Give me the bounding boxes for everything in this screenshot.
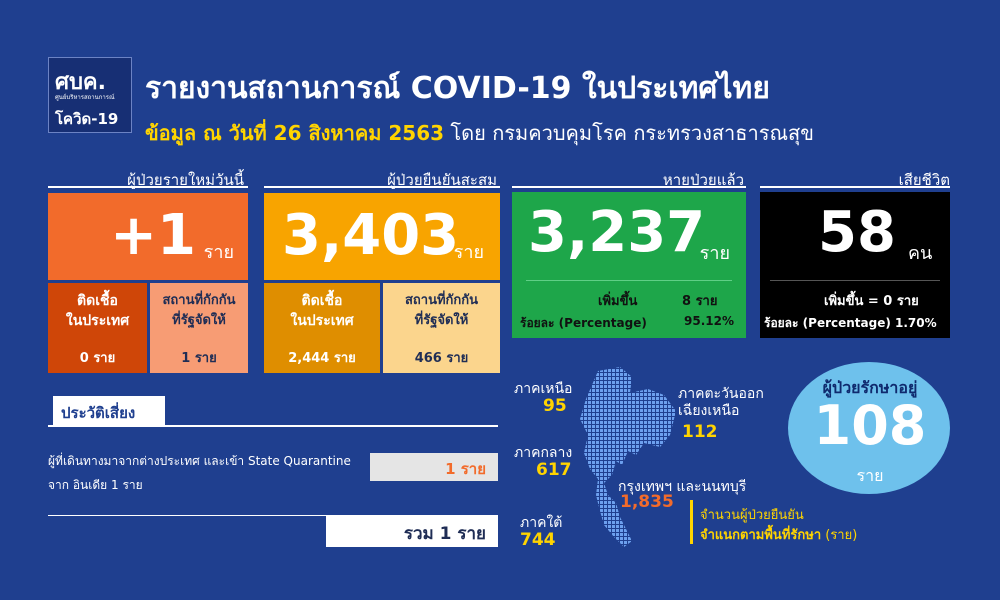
risk-total: รวม 1 ราย bbox=[326, 515, 498, 547]
note-unit: (ราย) bbox=[821, 528, 858, 543]
treatment-value: 108 bbox=[813, 394, 927, 457]
new-cases-value: +1 bbox=[110, 203, 196, 268]
divider bbox=[48, 425, 498, 427]
deaths-label: เสียชีวิต bbox=[898, 171, 950, 189]
logo-text: ศบค. bbox=[55, 70, 107, 95]
central-value: 617 bbox=[536, 460, 572, 480]
logo-bottom: โควิด-19 bbox=[55, 110, 119, 128]
note-line2: จำแนกตามพื้นที่รักษา bbox=[700, 528, 822, 543]
deaths-increase: เพิ่มขึ้น = 0 ราย bbox=[824, 294, 919, 309]
quarantine-value: 1 ราย bbox=[181, 351, 217, 366]
treatment-label: ผู้ป่วยรักษาอยู่ bbox=[822, 378, 918, 397]
south-value: 744 bbox=[520, 530, 556, 550]
risk-line1: ผู้ที่เดินทางมาจากต่างประเทศ และเข้า Sta… bbox=[48, 454, 351, 468]
cum-domestic-value: 2,444 ราย bbox=[288, 351, 356, 366]
bkk-value: 1,835 bbox=[620, 492, 674, 512]
divider bbox=[48, 186, 248, 188]
divider bbox=[770, 280, 940, 281]
deaths-value: 58 bbox=[818, 200, 896, 265]
south-label: ภาคใต้ bbox=[520, 515, 563, 531]
note-line2-wrap: จำแนกตามพื้นที่รักษา (ราย) bbox=[700, 524, 857, 545]
recovered-label: หายป่วยแล้ว bbox=[662, 171, 744, 189]
quarantine-title: สถานที่กักกัน ที่รัฐจัดให้ bbox=[162, 293, 236, 328]
new-cases-card: +1 ราย bbox=[48, 193, 248, 280]
north-label: ภาคเหนือ bbox=[514, 381, 573, 397]
cumulative-unit: ราย bbox=[453, 242, 484, 263]
new-cases-quarantine: สถานที่กักกัน ที่รัฐจัดให้ 1 ราย bbox=[150, 283, 248, 373]
cumulative-quarantine: สถานที่กักกัน ที่รัฐจัดให้ 466 ราย bbox=[383, 283, 500, 373]
new-cases-unit: ราย bbox=[203, 242, 234, 263]
domestic-value: 0 ราย bbox=[79, 351, 116, 366]
northeast-label: ภาคตะวันออก เฉียงเหนือ bbox=[678, 386, 764, 419]
risk-value: 1 ราย bbox=[370, 453, 498, 481]
cum-quarantine-title: สถานที่กักกัน ที่รัฐจัดให้ bbox=[404, 293, 479, 328]
risk-line2: จาก อินเดีย 1 ราย bbox=[48, 478, 143, 492]
northeast-value: 112 bbox=[682, 422, 718, 442]
logo: ศบค. ศูนย์บริหารสถานการณ์ โควิด-19 bbox=[48, 57, 132, 133]
recovered-increase-label: เพิ่มขึ้น bbox=[598, 294, 638, 309]
deaths-pct: ร้อยละ (Percentage) 1.70% bbox=[764, 316, 937, 330]
recovered-increase-value: 8 ราย bbox=[682, 294, 718, 309]
central-label: ภาคกลาง bbox=[514, 445, 573, 461]
page-subtitle: ข้อมูล ณ วันที่ 26 สิงหาคม 2563 โดย กรมค… bbox=[145, 117, 814, 149]
cumulative-value: 3,403 bbox=[282, 203, 460, 268]
new-cases-label: ผู้ป่วยรายใหม่วันนี้ bbox=[127, 171, 244, 189]
thailand-map bbox=[580, 367, 676, 547]
cum-domestic-title: ติดเชื้อ ในประเทศ bbox=[290, 293, 354, 329]
cumulative-label: ผู้ป่วยยืนยันสะสม bbox=[387, 171, 497, 189]
note-line1: จำนวนผู้ป่วยยืนยัน bbox=[700, 508, 804, 523]
north-value: 95 bbox=[543, 396, 567, 416]
cumulative-card: 3,403 ราย bbox=[264, 193, 500, 280]
recovered-pct-value: 95.12% bbox=[684, 314, 734, 328]
treatment-circle bbox=[788, 362, 950, 494]
divider bbox=[48, 515, 326, 516]
source-text: โดย กรมควบคุมโรค กระทรวงสาธารณสุข bbox=[444, 121, 814, 145]
map-shape bbox=[580, 367, 676, 547]
domestic-title: ติดเชื้อ ในประเทศ bbox=[65, 293, 130, 329]
bkk-label: กรุงเทพฯ และนนทบุรี bbox=[618, 479, 747, 495]
deaths-unit: คน bbox=[908, 243, 933, 264]
recovered-pct-label: ร้อยละ (Percentage) bbox=[520, 316, 647, 330]
risk-title: ประวัติเสี่ยง bbox=[61, 404, 136, 422]
recovered-value: 3,237 bbox=[528, 200, 706, 265]
page-title: รายงานสถานการณ์ COVID-19 ในประเทศไทย bbox=[145, 71, 770, 106]
cum-quarantine-value: 466 ราย bbox=[414, 351, 469, 366]
divider bbox=[512, 186, 746, 188]
new-cases-domestic: ติดเชื้อ ในประเทศ 0 ราย bbox=[48, 283, 147, 373]
note-bar bbox=[690, 500, 693, 544]
divider bbox=[264, 186, 500, 188]
logo-subtitle: ศูนย์บริหารสถานการณ์ bbox=[55, 94, 115, 101]
divider bbox=[526, 280, 732, 281]
recovered-card: 3,237 ราย เพิ่มขึ้น 8 ราย ร้อยละ (Percen… bbox=[512, 192, 746, 338]
recovered-unit: ราย bbox=[699, 243, 730, 264]
date-text: ข้อมูล ณ วันที่ 26 สิงหาคม 2563 bbox=[145, 121, 445, 145]
cumulative-domestic: ติดเชื้อ ในประเทศ 2,444 ราย bbox=[264, 283, 380, 373]
risk-title-box: ประวัติเสี่ยง bbox=[48, 396, 165, 426]
deaths-card: 58 คน เพิ่มขึ้น = 0 ราย ร้อยละ (Percenta… bbox=[760, 192, 950, 338]
divider bbox=[760, 186, 950, 188]
treatment-unit: ราย bbox=[856, 466, 884, 485]
